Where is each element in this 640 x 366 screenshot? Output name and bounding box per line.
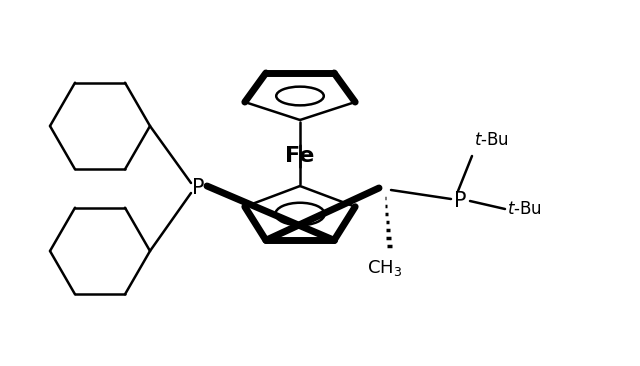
Text: Fe: Fe xyxy=(285,146,315,166)
Text: CH$_3$: CH$_3$ xyxy=(367,258,403,278)
Text: $t$-Bu: $t$-Bu xyxy=(474,131,509,149)
Text: P: P xyxy=(454,191,467,211)
Text: $t$-Bu: $t$-Bu xyxy=(507,200,542,218)
Text: P: P xyxy=(192,178,204,198)
